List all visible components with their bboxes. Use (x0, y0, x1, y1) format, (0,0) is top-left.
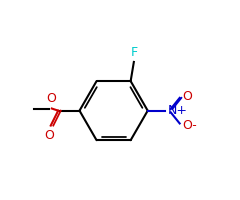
Text: O: O (182, 90, 192, 103)
Text: F: F (130, 46, 138, 59)
Text: O: O (45, 129, 55, 142)
Text: N+: N+ (168, 104, 188, 117)
Text: O: O (46, 92, 56, 105)
Text: O-: O- (182, 119, 197, 132)
